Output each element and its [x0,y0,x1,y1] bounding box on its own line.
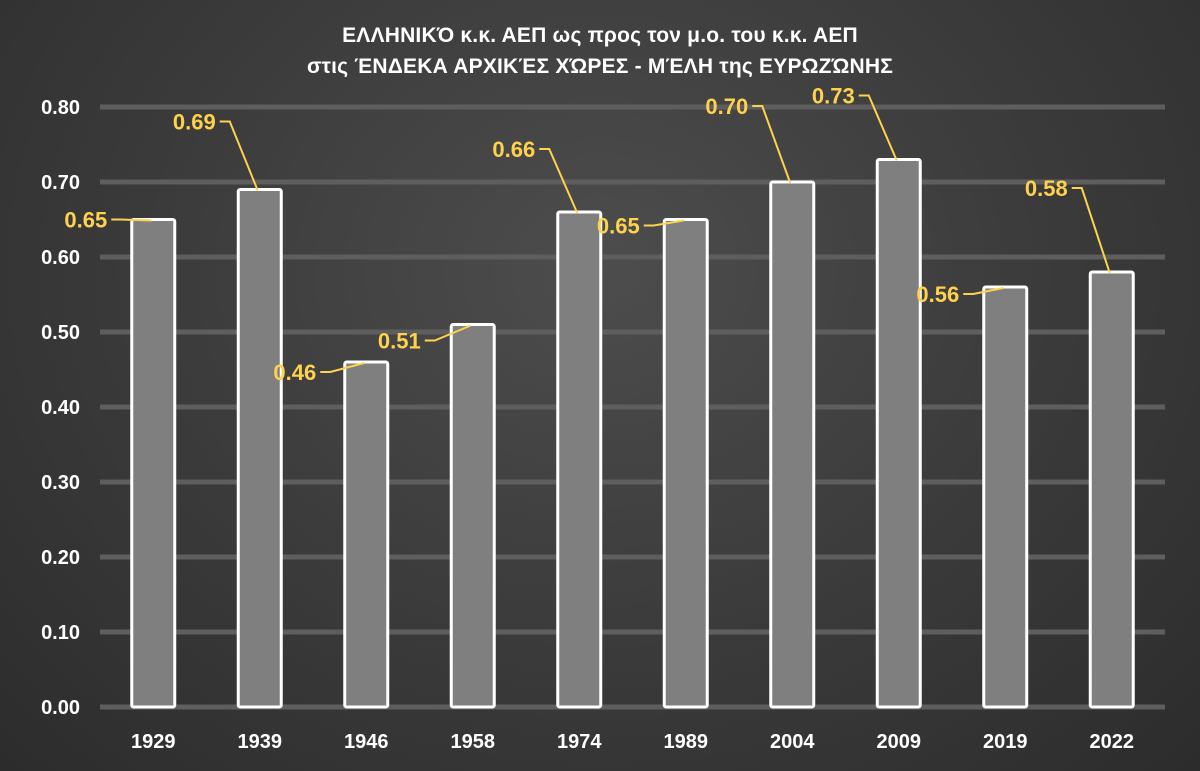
leader-line [111,218,152,222]
data-label: 0.73 [812,84,855,109]
bar-1929 [130,218,177,709]
y-tick-label: 0.20 [41,547,80,569]
data-label: 0.70 [705,94,748,119]
leader-line [752,105,792,184]
leader-line [963,287,1004,295]
x-tick-label: 2004 [770,731,815,753]
data-label: 0.65 [64,208,107,233]
bar-1989 [662,218,709,709]
leader-line [858,94,898,161]
leader-line [1071,187,1111,274]
y-tick-label: 0.80 [41,97,80,119]
y-tick-label: 0.10 [41,622,80,644]
x-tick-label: 1974 [557,731,602,753]
data-label: 0.65 [597,214,640,239]
y-tick-label: 0.00 [41,697,80,719]
data-label: 0.58 [1025,176,1068,201]
data-label: 0.56 [916,282,959,307]
bar-2004 [769,180,816,709]
leader-line [320,362,365,373]
y-tick-label: 0.60 [41,247,80,269]
y-tick-label: 0.30 [41,472,80,494]
label-leader-lines [111,94,1111,373]
bar-2022 [1088,270,1135,709]
x-tick-label: 2009 [877,731,922,753]
y-tick-label: 0.50 [41,322,80,344]
bar-2019 [982,285,1029,709]
x-tick-label: 2019 [983,731,1028,753]
y-tick-label: 0.70 [41,172,80,194]
x-tick-label: 1929 [131,731,176,753]
data-label: 0.66 [492,137,535,162]
x-tick-label: 2022 [1090,731,1135,753]
leader-line [539,148,579,214]
x-tick-label: 1946 [344,731,389,753]
leader-line [424,324,472,342]
bar-1939 [236,188,283,709]
y-axis-ticks: 0.00 0.10 0.20 0.30 0.40 0.50 0.60 0.70 0.80 [41,97,80,719]
x-tick-label: 1958 [451,731,496,753]
data-label: 0.51 [378,329,421,354]
leader-line [219,120,259,191]
chart-title-line-1: ΕΛΛΗΝΙΚΌ κ.κ. ΑΕΠ ως προς τον μ.ο. του κ… [342,24,858,47]
data-labels: 0.65 0.69 0.46 0.51 0.66 0.65 0.70 0.73 0.56 0.58 [64,84,1067,386]
leader-line [643,219,684,227]
bars [130,158,1135,709]
data-label: 0.69 [173,110,216,135]
x-tick-label: 1939 [238,731,283,753]
bar-2009 [875,158,922,709]
bar-1958 [449,323,496,709]
x-tick-label: 1989 [664,731,709,753]
x-axis-ticks: 1929 1939 1946 1958 1974 1989 2004 2009 2019 2022 [131,731,1134,753]
chart-title-line-2: στις ΈΝΔΕΚΑ ΑΡΧΙΚΈΣ ΧΏΡΕΣ - ΜΈΛΗ της ΕΥΡ… [306,55,894,78]
bar-1974 [556,210,603,709]
y-tick-label: 0.40 [41,397,80,419]
data-label: 0.46 [273,360,316,385]
bar-1946 [343,360,390,709]
